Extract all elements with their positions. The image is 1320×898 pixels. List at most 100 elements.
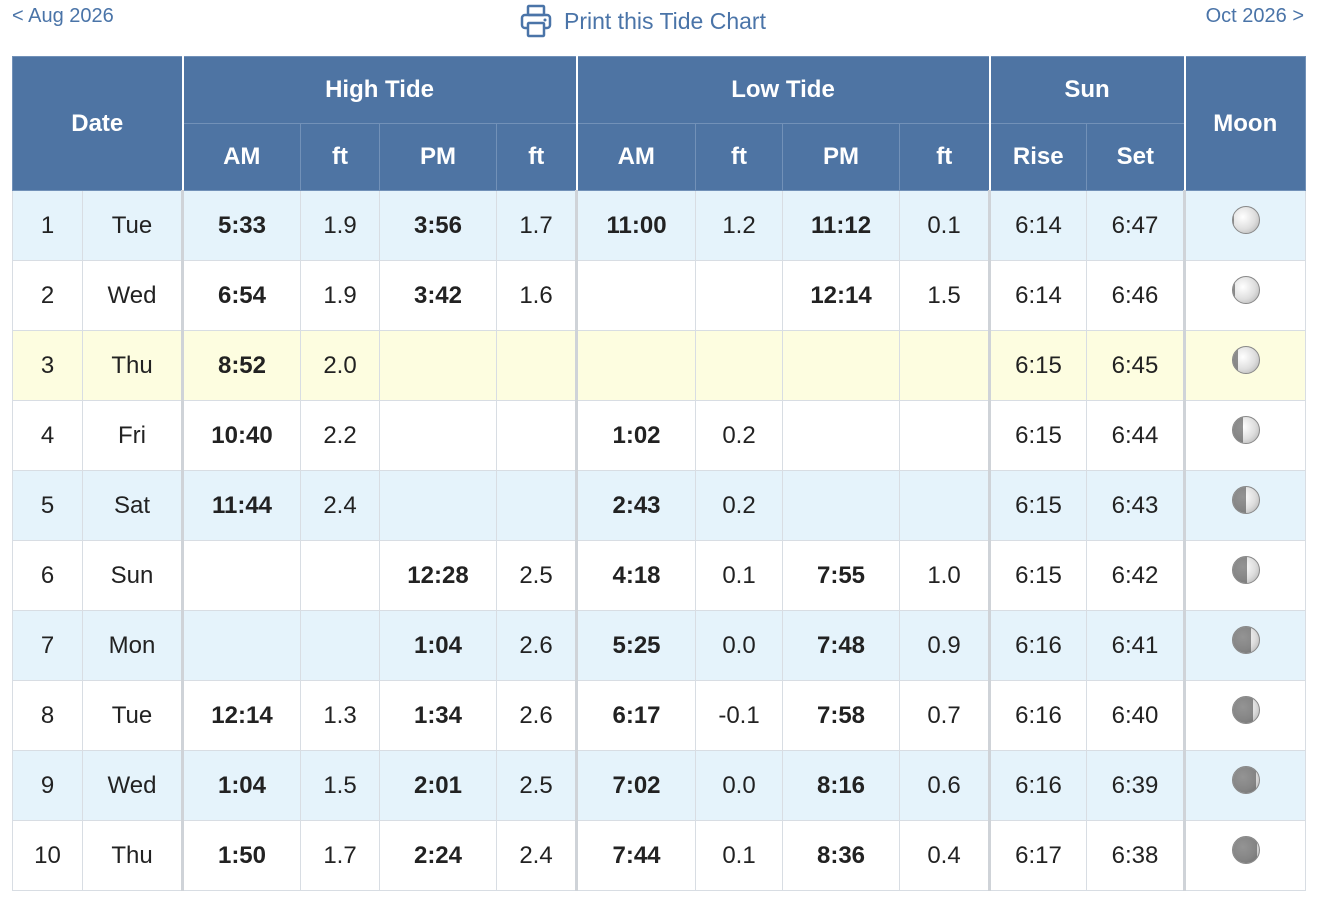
high-pm-height-cell: 2.5 bbox=[495, 750, 578, 821]
weekday-cell: Tue bbox=[82, 190, 183, 261]
day-cell: 9 bbox=[12, 750, 83, 821]
next-month-link[interactable]: Oct 2026 > bbox=[1205, 5, 1304, 27]
sunrise-cell: 6:15 bbox=[988, 330, 1088, 401]
low-pm-ft-header: ft bbox=[899, 123, 991, 191]
high-pm-height-cell: 1.7 bbox=[495, 190, 578, 261]
moon-cell bbox=[1183, 820, 1307, 891]
sunrise-header: Rise bbox=[988, 123, 1088, 191]
high-pm-time-cell: 3:42 bbox=[379, 260, 497, 331]
sunset-cell: 6:47 bbox=[1086, 190, 1186, 261]
day-cell: 10 bbox=[12, 820, 83, 891]
high-pm-time-cell: 2:01 bbox=[379, 750, 497, 821]
sun-header: Sun bbox=[988, 56, 1186, 124]
high-pm-time-cell: 1:34 bbox=[379, 680, 497, 751]
sunset-cell: 6:42 bbox=[1086, 540, 1186, 611]
weekday-cell: Thu bbox=[82, 330, 183, 401]
table-row: 5 Sat 11:44 2.4 2:43 0.2 6:15 6:43 bbox=[12, 470, 1307, 541]
moon-cell bbox=[1183, 610, 1307, 681]
moon-cell bbox=[1183, 680, 1307, 751]
table-row: 4 Fri 10:40 2.2 1:02 0.2 6:15 6:44 bbox=[12, 400, 1307, 471]
sunrise-cell: 6:15 bbox=[988, 470, 1088, 541]
high-pm-height-cell bbox=[495, 400, 578, 471]
low-am-time-cell: 2:43 bbox=[575, 470, 697, 541]
month-navigation: < Aug 2026 Print this Tide Chart Oct 202… bbox=[0, 0, 1320, 56]
sunrise-cell: 6:15 bbox=[988, 400, 1088, 471]
day-cell: 3 bbox=[12, 330, 83, 401]
high-am-height-cell: 1.9 bbox=[300, 190, 380, 261]
sunrise-cell: 6:16 bbox=[988, 610, 1088, 681]
high-pm-header: PM bbox=[379, 123, 497, 191]
high-tide-header: High Tide bbox=[181, 56, 578, 124]
high-am-time-cell: 8:52 bbox=[181, 330, 301, 401]
high-pm-height-cell: 2.6 bbox=[495, 680, 578, 751]
moon-cell bbox=[1183, 260, 1307, 331]
table-row: 1 Tue 5:33 1.9 3:56 1.7 11:00 1.2 11:12 0.1 6:14 6:… bbox=[12, 190, 1307, 261]
weekday-cell: Wed bbox=[82, 260, 183, 331]
day-cell: 8 bbox=[12, 680, 83, 751]
high-am-height-cell: 1.5 bbox=[300, 750, 380, 821]
high-am-time-cell: 6:54 bbox=[181, 260, 301, 331]
moon-cell bbox=[1183, 190, 1307, 261]
printer-icon bbox=[520, 4, 552, 38]
table-row: 10 Thu 1:50 1.7 2:24 2.4 7:44 0.1 8:36 0.4 6:17 6:3… bbox=[12, 820, 1307, 891]
high-am-height-cell: 1.9 bbox=[300, 260, 380, 331]
moon-phase-icon bbox=[1231, 275, 1260, 304]
weekday-cell: Fri bbox=[82, 400, 183, 471]
low-am-height-cell: 0.1 bbox=[695, 820, 784, 891]
weekday-cell: Thu bbox=[82, 820, 183, 891]
high-am-time-cell: 12:14 bbox=[181, 680, 301, 751]
high-pm-height-cell: 1.6 bbox=[495, 260, 578, 331]
high-am-height-cell: 2.0 bbox=[300, 330, 380, 401]
low-pm-time-cell bbox=[782, 330, 901, 401]
high-am-header: AM bbox=[181, 123, 301, 191]
low-pm-height-cell: 1.0 bbox=[899, 540, 991, 611]
low-am-height-cell: 0.1 bbox=[695, 540, 784, 611]
moon-phase-icon bbox=[1231, 765, 1260, 794]
low-am-height-cell: -0.1 bbox=[695, 680, 784, 751]
high-pm-time-cell: 12:28 bbox=[379, 540, 497, 611]
moon-phase-icon bbox=[1231, 345, 1260, 374]
high-pm-time-cell bbox=[379, 330, 497, 401]
previous-month-link[interactable]: < Aug 2026 bbox=[12, 5, 114, 27]
high-pm-time-cell bbox=[379, 470, 497, 541]
low-pm-time-cell: 7:58 bbox=[782, 680, 901, 751]
moon-phase-icon bbox=[1231, 625, 1260, 654]
low-am-height-cell bbox=[695, 260, 784, 331]
moon-cell bbox=[1183, 470, 1307, 541]
table-row: 8 Tue 12:14 1.3 1:34 2.6 6:17 -0.1 7:58 0.7 6:16 6:… bbox=[12, 680, 1307, 751]
moon-phase-icon bbox=[1231, 415, 1260, 444]
low-am-time-cell: 4:18 bbox=[575, 540, 697, 611]
moon-phase-icon bbox=[1231, 695, 1260, 724]
table-row: 9 Wed 1:04 1.5 2:01 2.5 7:02 0.0 8:16 0.6 6:16 6:39 bbox=[12, 750, 1307, 821]
day-cell: 5 bbox=[12, 470, 83, 541]
high-am-time-cell: 1:04 bbox=[181, 750, 301, 821]
print-tide-chart-link[interactable]: Print this Tide Chart bbox=[520, 4, 766, 38]
sunset-cell: 6:46 bbox=[1086, 260, 1186, 331]
moon-phase-icon bbox=[1231, 485, 1260, 514]
low-am-height-cell: 0.0 bbox=[695, 750, 784, 821]
low-pm-height-cell: 0.9 bbox=[899, 610, 991, 681]
high-pm-ft-header: ft bbox=[495, 123, 578, 191]
low-am-ft-header: ft bbox=[695, 123, 784, 191]
low-pm-time-cell: 12:14 bbox=[782, 260, 901, 331]
low-am-height-cell: 1.2 bbox=[695, 190, 784, 261]
high-am-height-cell: 1.3 bbox=[300, 680, 380, 751]
table-row: 7 Mon 1:04 2.6 5:25 0.0 7:48 0.9 6:16 6:41 bbox=[12, 610, 1307, 681]
low-pm-height-cell bbox=[899, 470, 991, 541]
low-pm-height-cell: 0.1 bbox=[899, 190, 991, 261]
high-pm-time-cell: 1:04 bbox=[379, 610, 497, 681]
low-pm-height-cell: 1.5 bbox=[899, 260, 991, 331]
low-am-height-cell: 0.2 bbox=[695, 400, 784, 471]
low-pm-time-cell: 7:48 bbox=[782, 610, 901, 681]
sunset-cell: 6:43 bbox=[1086, 470, 1186, 541]
high-am-time-cell: 5:33 bbox=[181, 190, 301, 261]
sunset-cell: 6:45 bbox=[1086, 330, 1186, 401]
moon-cell bbox=[1183, 540, 1307, 611]
high-am-time-cell: 10:40 bbox=[181, 400, 301, 471]
sunrise-cell: 6:16 bbox=[988, 750, 1088, 821]
high-am-height-cell: 2.4 bbox=[300, 470, 380, 541]
low-am-time-cell: 11:00 bbox=[575, 190, 697, 261]
low-pm-header: PM bbox=[782, 123, 901, 191]
low-am-header: AM bbox=[575, 123, 697, 191]
low-pm-time-cell: 7:55 bbox=[782, 540, 901, 611]
